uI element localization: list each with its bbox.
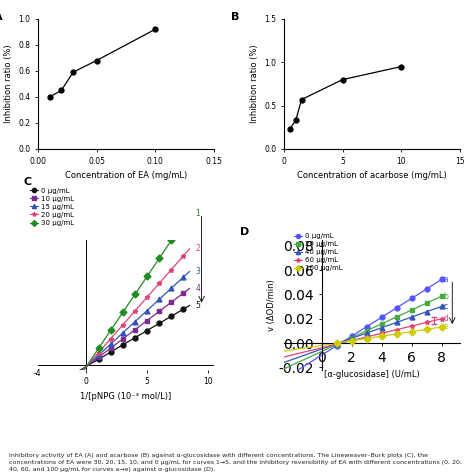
X-axis label: 1/[pNPG (10⁻³ mol/L)]: 1/[pNPG (10⁻³ mol/L)] <box>80 392 172 401</box>
Text: 2: 2 <box>195 245 200 254</box>
Text: e: e <box>443 322 448 331</box>
Text: 3: 3 <box>195 267 201 276</box>
Y-axis label: Inhibition ratio (%): Inhibition ratio (%) <box>4 45 13 123</box>
Text: b: b <box>443 292 448 301</box>
Legend: 0 μg/mL, 20 μg/mL, 40 μg/mL, 60 μg/mL, 100 μg/mL: 0 μg/mL, 20 μg/mL, 40 μg/mL, 60 μg/mL, 1… <box>291 230 345 274</box>
Legend: 0 μg/mL, 10 μg/mL, 15 μg/mL, 20 μg/mL, 30 μg/mL: 0 μg/mL, 10 μg/mL, 15 μg/mL, 20 μg/mL, 3… <box>27 185 77 229</box>
X-axis label: Concentration of EA (mg/mL): Concentration of EA (mg/mL) <box>64 171 187 180</box>
Text: 5: 5 <box>195 301 201 310</box>
Text: a: a <box>443 275 448 284</box>
X-axis label: [α-glucosidase] (U/mL): [α-glucosidase] (U/mL) <box>324 370 420 379</box>
Text: c: c <box>443 302 447 311</box>
Text: Inhibitory activity of EA (A) and acarbose (B) against α-glucosidase with differ: Inhibitory activity of EA (A) and acarbo… <box>9 454 462 472</box>
Text: 1: 1 <box>195 209 200 218</box>
Text: A: A <box>0 12 2 22</box>
Y-axis label: Inhibition ratio (%): Inhibition ratio (%) <box>250 45 259 123</box>
X-axis label: Concentration of acarbose (mg/mL): Concentration of acarbose (mg/mL) <box>297 171 447 180</box>
Y-axis label: v (ΔOD/min): v (ΔOD/min) <box>267 279 276 331</box>
Text: -4: -4 <box>34 369 42 378</box>
Text: d: d <box>443 314 448 323</box>
Text: B: B <box>231 12 240 22</box>
Text: 4: 4 <box>195 284 201 293</box>
Text: C: C <box>24 177 32 187</box>
Text: D: D <box>240 227 249 237</box>
